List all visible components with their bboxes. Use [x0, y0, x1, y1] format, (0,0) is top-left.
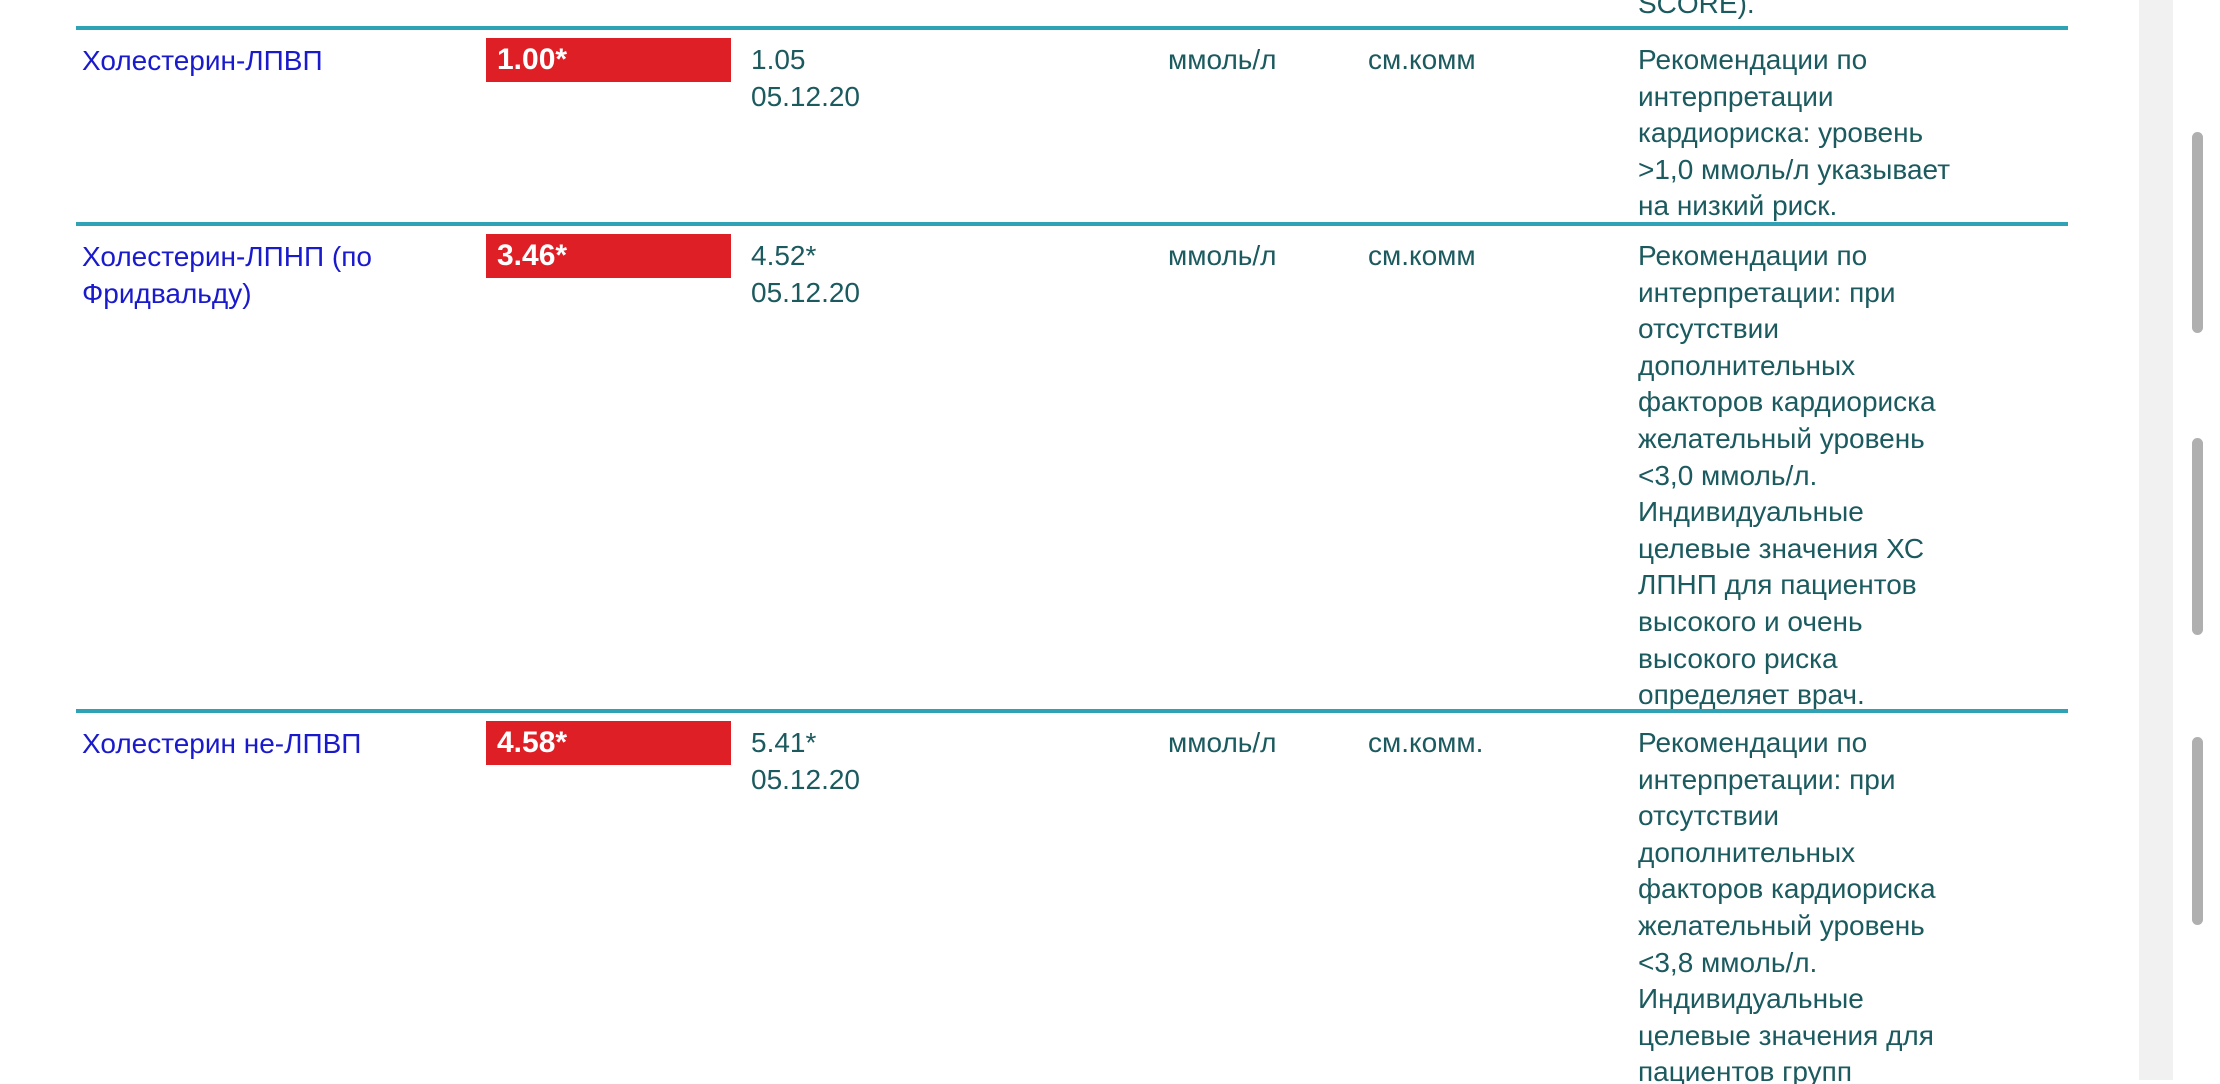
result-flag: 4.58*: [486, 721, 731, 765]
reference-value: 4.52*: [751, 240, 817, 271]
reference-value-cell: 4.52* 05.12.20: [751, 238, 991, 311]
interpretation-comment: Рекомендации по интерпретации: при отсут…: [1638, 727, 1936, 1084]
reference-date: 05.12.20: [751, 763, 860, 795]
lab-row-non-hdl-cholesterol: Холестерин не-ЛПВП 4.58* 5.41* 05.12.20 …: [76, 709, 2068, 1084]
scrollbar-thumb[interactable]: [2192, 132, 2203, 333]
result-flag: 3.46*: [486, 234, 731, 278]
units: ммоль/л: [1168, 727, 1277, 758]
reference-date: 05.12.20: [751, 80, 860, 112]
reference-note: см.комм: [1368, 240, 1476, 271]
reference-note: см.комм.: [1368, 727, 1484, 758]
reference-date: 05.12.20: [751, 276, 860, 308]
flagged-result-badge: 1.00*: [486, 38, 731, 82]
test-name: Холестерин не-ЛПВП: [82, 728, 362, 759]
units: ммоль/л: [1168, 240, 1277, 271]
lab-row-hdl-cholesterol: Холестерин-ЛПВП 1.00* 1.05 05.12.20 ммол…: [76, 26, 2068, 222]
previous-comment-tail: SCORE).: [1638, 0, 1755, 19]
scrollbar-track[interactable]: [2139, 0, 2173, 1080]
interpretation-comment: Рекомендации по интерпретации кардиориск…: [1638, 44, 1951, 222]
lab-row-ldl-cholesterol: Холестерин-ЛПНП (по Фридвальду) 3.46* 4.…: [76, 222, 2068, 709]
interpretation-comment: Рекомендации по интерпретации: при отсут…: [1638, 240, 1936, 709]
scrollbar-thumb[interactable]: [2192, 737, 2203, 925]
reference-note: см.комм: [1368, 44, 1476, 75]
reference-value-cell: 5.41* 05.12.20: [751, 725, 991, 798]
test-name: Холестерин-ЛПНП (по Фридвальду): [82, 241, 372, 309]
reference-value: 5.41*: [751, 727, 817, 758]
scrollbar-thumb[interactable]: [2192, 438, 2203, 635]
test-name: Холестерин-ЛПВП: [82, 45, 323, 76]
reference-value-cell: 1.05 05.12.20: [751, 42, 991, 115]
flagged-result-badge: 4.58*: [486, 721, 731, 765]
reference-value: 1.05: [751, 44, 806, 75]
flagged-result-badge: 3.46*: [486, 234, 731, 278]
units: ммоль/л: [1168, 44, 1277, 75]
result-flag: 1.00*: [486, 38, 731, 82]
